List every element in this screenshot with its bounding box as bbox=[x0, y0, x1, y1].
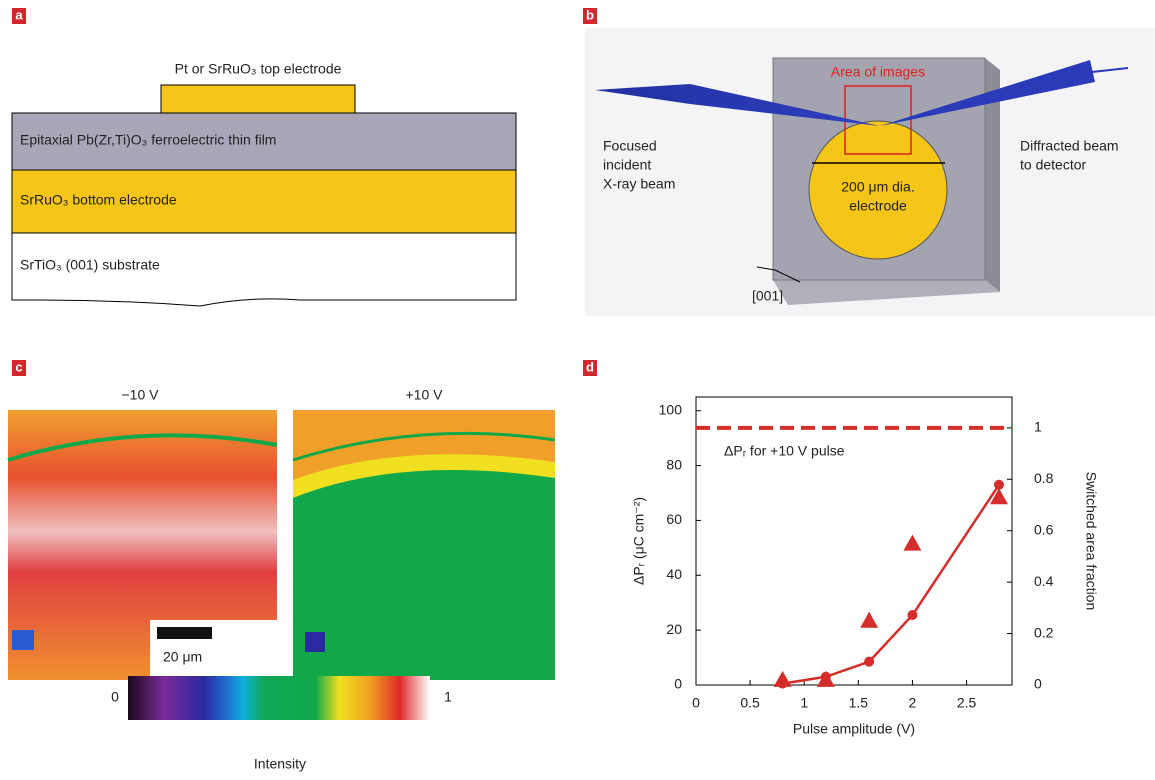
y2-tick-label: 0.8 bbox=[1034, 470, 1054, 486]
panel-label: b bbox=[586, 7, 594, 22]
circle-marker bbox=[994, 480, 1004, 490]
annotation: electrode bbox=[849, 198, 907, 214]
image-title: −10 V bbox=[122, 387, 160, 403]
scale-bar-label: 20 μm bbox=[163, 649, 202, 665]
image-title: +10 V bbox=[406, 387, 444, 403]
annotation: 200 μm dia. bbox=[841, 179, 914, 195]
reference-label: ΔPᵣ for +10 V pulse bbox=[724, 443, 845, 459]
y2-axis-label: Switched area fraction bbox=[1083, 472, 1099, 611]
y2-tick-label: 0.2 bbox=[1034, 624, 1054, 640]
x-tick-label: 1 bbox=[800, 695, 808, 711]
annotation: X-ray beam bbox=[603, 176, 675, 192]
y2-tick-label: 0 bbox=[1034, 676, 1042, 692]
circle-marker bbox=[907, 610, 917, 620]
x-tick-label: 0 bbox=[692, 695, 700, 711]
scale-bar bbox=[157, 627, 212, 639]
layer-label: Pt or SrRuO₃ top electrode bbox=[175, 61, 342, 77]
y-tick-label: 100 bbox=[659, 401, 683, 417]
annotation: incident bbox=[603, 157, 651, 173]
plot-frame bbox=[696, 397, 1012, 685]
map-feature bbox=[12, 630, 34, 650]
colorbar-tick: 1 bbox=[444, 689, 452, 705]
y-axis-label: ΔPᵣ (μC cm⁻²) bbox=[631, 497, 647, 585]
series-line bbox=[783, 485, 999, 684]
chart: 0 0.5 1 1.5 2 2.5 0 20 40 60 80 100 0 0.2 0.4 0.6 0.8 1 Pu… bbox=[631, 397, 1100, 737]
figure: a Pt or SrRuO₃ top electrode Epitaxial P… bbox=[0, 0, 1155, 775]
y-tick-label: 0 bbox=[674, 676, 682, 692]
layer-label: Epitaxial Pb(Zr,Ti)O₃ ferroelectric thin… bbox=[20, 132, 276, 148]
colorbar-label: Intensity bbox=[254, 756, 306, 772]
annotation: Diffracted beam bbox=[1020, 138, 1119, 154]
x-tick-label: 1.5 bbox=[849, 695, 869, 711]
y-tick-label: 20 bbox=[666, 621, 682, 637]
y2-tick-label: 0.6 bbox=[1034, 521, 1054, 537]
panel-label: a bbox=[15, 7, 23, 22]
annotation: Focused bbox=[603, 138, 657, 154]
panel-label: c bbox=[15, 359, 22, 374]
triangle-marker bbox=[774, 671, 792, 687]
top-electrode bbox=[161, 85, 355, 113]
x-axis-label: Pulse amplitude (V) bbox=[793, 721, 915, 737]
y-tick-label: 80 bbox=[666, 456, 682, 472]
layer-label: SrTiO₃ (001) substrate bbox=[20, 257, 160, 273]
annotation: [001] bbox=[752, 288, 783, 304]
y-tick-label: 60 bbox=[666, 511, 682, 527]
x-tick-label: 2 bbox=[909, 695, 917, 711]
annotation: to detector bbox=[1020, 157, 1086, 173]
colorbar-tick: 0 bbox=[111, 689, 119, 705]
y2-tick-label: 1 bbox=[1034, 419, 1042, 435]
y-tick-label: 40 bbox=[666, 566, 682, 582]
triangle-marker bbox=[860, 612, 878, 628]
triangle-marker bbox=[903, 535, 921, 551]
panel-label: d bbox=[586, 359, 594, 374]
map-feature bbox=[305, 632, 325, 652]
x-tick-label: 0.5 bbox=[740, 695, 760, 711]
layer-label: SrRuO₃ bottom electrode bbox=[20, 192, 177, 208]
x-tick-label: 2.5 bbox=[957, 695, 977, 711]
circle-marker bbox=[864, 657, 874, 667]
colorbar bbox=[128, 676, 430, 720]
page: {"panels": { "a": {"label": "a", "top_el… bbox=[0, 0, 1155, 775]
annotation: Area of images bbox=[831, 64, 925, 80]
y2-tick-label: 0.4 bbox=[1034, 573, 1054, 589]
map-feature bbox=[293, 470, 555, 680]
